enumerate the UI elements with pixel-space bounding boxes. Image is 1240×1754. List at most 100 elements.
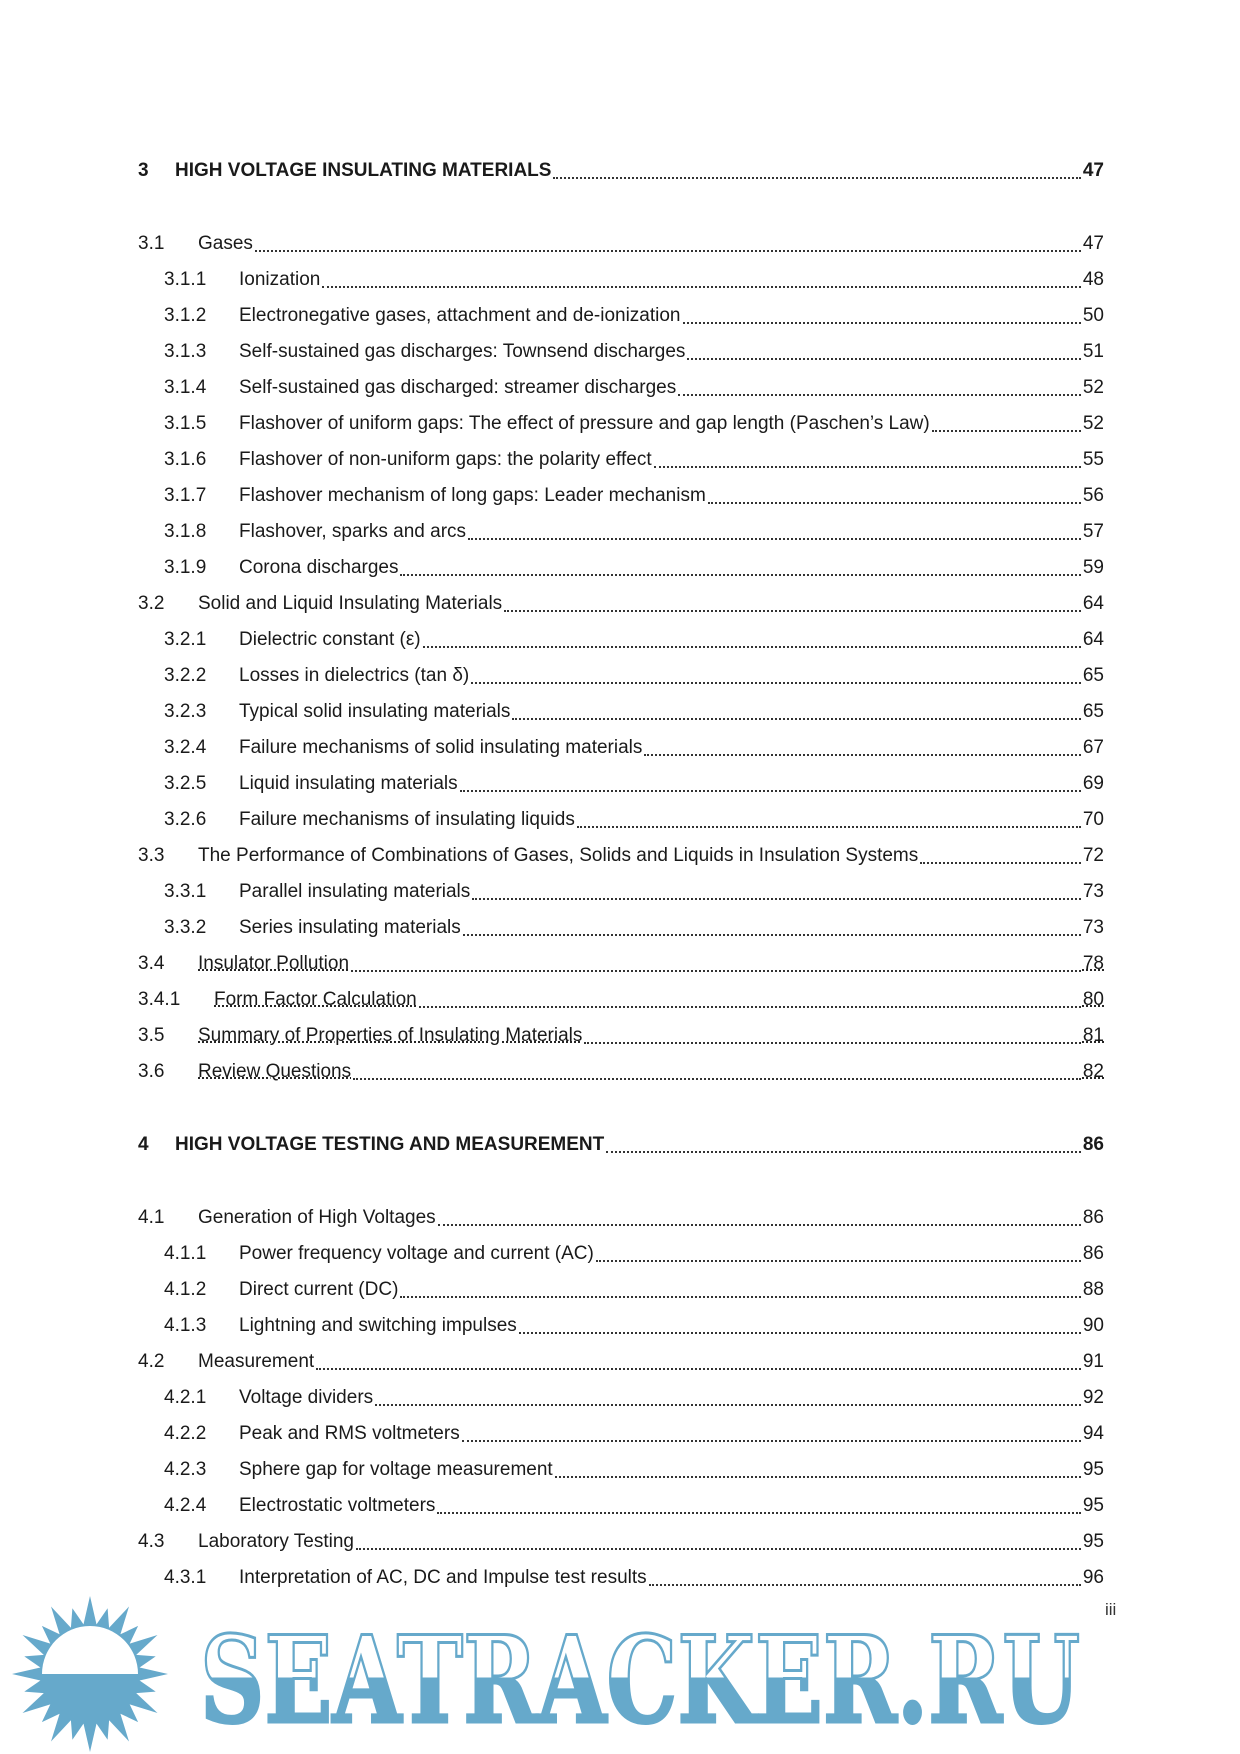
toc-entry[interactable]: 4.2 Measurement 91 xyxy=(138,1337,1104,1373)
toc-entry-number: 4.2.2 xyxy=(164,1423,207,1444)
toc-entry-number: 3.1.9 xyxy=(164,557,207,578)
toc-entry[interactable]: 4.3 Laboratory Testing 95 xyxy=(138,1517,1104,1553)
toc-entry[interactable]: 4.1.2 Direct current (DC) 88 xyxy=(138,1265,1104,1301)
toc-entry[interactable]: 3.1 Gases 47 xyxy=(138,219,1104,255)
toc-entry[interactable]: 4.1.3 Lightning and switching impulses 90 xyxy=(138,1301,1104,1337)
dot-leader xyxy=(459,790,1081,792)
toc-entry-page: 47 xyxy=(1082,160,1104,181)
toc-entry[interactable]: 4.3.1 Interpretation of AC, DC and Impuls… xyxy=(138,1553,1104,1589)
toc-entry[interactable]: 3.1.3 Self-sustained gas discharges: Town… xyxy=(138,327,1104,363)
toc-entry-page: 82 xyxy=(1082,1061,1104,1082)
toc-entry-page: 48 xyxy=(1082,269,1104,290)
toc-entry-title: Gases xyxy=(198,233,253,254)
toc-entry-page: 80 xyxy=(1082,989,1104,1010)
toc-entry-number: 4.2 xyxy=(138,1351,165,1372)
toc-entry[interactable]: 4.1.1 Power frequency voltage and current… xyxy=(138,1229,1104,1265)
dot-leader xyxy=(471,682,1081,684)
toc-entry[interactable]: 4.1 Generation of High Voltages 86 xyxy=(138,1193,1104,1229)
toc-entry-title: Failure mechanisms of solid insulating m… xyxy=(239,737,643,758)
toc-entry[interactable]: 3.1.6 Flashover of non-uniform gaps: the … xyxy=(138,435,1104,471)
toc-entry-page: 50 xyxy=(1082,305,1104,326)
toc-entry-page: 78 xyxy=(1082,953,1104,974)
toc-entry-number: 4.1 xyxy=(138,1207,165,1228)
toc-entry[interactable]: 4.2.1 Voltage dividers 92 xyxy=(138,1373,1104,1409)
toc-entry[interactable]: 3.4.1 Form Factor Calculation 80 xyxy=(138,975,1104,1011)
dot-leader xyxy=(554,1476,1081,1478)
toc-entry-page: 69 xyxy=(1082,773,1104,794)
dot-leader xyxy=(682,322,1081,324)
dot-leader xyxy=(606,1151,1081,1153)
toc-entry-number: 3.2.6 xyxy=(164,809,207,830)
toc-entry-number: 3.1.6 xyxy=(164,449,207,470)
toc-entry[interactable]: 3.2 Solid and Liquid Insulating Materials… xyxy=(138,579,1104,615)
toc-entry-page: 91 xyxy=(1082,1351,1104,1372)
toc-entry[interactable]: 3.6 Review Questions 82 xyxy=(138,1047,1104,1083)
toc-entry-number: 3.3.2 xyxy=(164,917,207,938)
toc-entry-title: HIGH VOLTAGE INSULATING MATERIALS xyxy=(175,160,552,181)
toc-entry-number: 3.2.4 xyxy=(164,737,207,758)
toc-entry-number: 3.2 xyxy=(138,593,165,614)
toc-entry-number: 3.1 xyxy=(138,233,165,254)
toc-entry-page: 55 xyxy=(1082,449,1104,470)
dot-leader xyxy=(400,574,1081,576)
toc-entry-page: 86 xyxy=(1082,1243,1104,1264)
toc-entry[interactable]: 3.1.7 Flashover mechanism of long gaps: L… xyxy=(138,471,1104,507)
toc-entry[interactable]: 3.3.2 Series insulating materials 73 xyxy=(138,903,1104,939)
toc-entry[interactable]: 3.2.5 Liquid insulating materials 69 xyxy=(138,759,1104,795)
toc-entry-title: Flashover of uniform gaps: The effect of… xyxy=(239,413,930,434)
toc-entry[interactable]: 4.2.3 Sphere gap for voltage measurement 9… xyxy=(138,1445,1104,1481)
dot-leader xyxy=(504,610,1081,612)
toc-entry-page: 70 xyxy=(1082,809,1104,830)
toc-entry-number: 4.2.1 xyxy=(164,1387,207,1408)
toc-entry[interactable]: 3.1.2 Electronegative gases, attachment a… xyxy=(138,291,1104,327)
toc-entry[interactable]: 3.1.9 Corona discharges 59 xyxy=(138,543,1104,579)
toc-entry[interactable]: 3.1.8 Flashover, sparks and arcs 57 xyxy=(138,507,1104,543)
toc-entry-title: Flashover of non-uniform gaps: the polar… xyxy=(239,449,652,470)
toc-entry[interactable]: 3 HIGH VOLTAGE INSULATING MATERIALS 47 xyxy=(138,146,1104,182)
dot-leader xyxy=(400,1296,1081,1298)
toc-entry-title: Typical solid insulating materials xyxy=(239,701,511,722)
toc-entry-title: Insulator Pollution xyxy=(198,953,350,974)
toc-entry-title: Ionization xyxy=(239,269,321,290)
toc-entry-title: Liquid insulating materials xyxy=(239,773,458,794)
toc-entry[interactable]: 3.4 Insulator Pollution 78 xyxy=(138,939,1104,975)
toc-entry-page: 95 xyxy=(1082,1495,1104,1516)
toc-entry-number: 3.1.8 xyxy=(164,521,207,542)
toc-entry[interactable]: 3.1.5 Flashover of uniform gaps: The effe… xyxy=(138,399,1104,435)
toc-entry[interactable]: 3.5 Summary of Properties of Insulating M… xyxy=(138,1011,1104,1047)
dot-leader xyxy=(518,1332,1081,1334)
toc-entry-title: Measurement xyxy=(198,1351,315,1372)
toc-entry-page: 51 xyxy=(1082,341,1104,362)
toc-entry[interactable]: 3.2.2 Losses in dielectrics (tan δ) 65 xyxy=(138,651,1104,687)
toc-entry[interactable]: 4 HIGH VOLTAGE TESTING AND MEASUREMENT 86 xyxy=(138,1120,1104,1156)
toc-entry[interactable]: 3.2.1 Dielectric constant (ε) 64 xyxy=(138,615,1104,651)
toc-entry-page: 95 xyxy=(1082,1531,1104,1552)
toc-entry[interactable]: 3.2.3 Typical solid insulating materials 6… xyxy=(138,687,1104,723)
toc-entry[interactable]: 3.3.1 Parallel insulating materials 73 xyxy=(138,867,1104,903)
dot-leader xyxy=(653,466,1081,468)
toc-entry-page: 86 xyxy=(1082,1207,1104,1228)
toc-entry-page: 65 xyxy=(1082,701,1104,722)
toc-entry[interactable]: 4.2.2 Peak and RMS voltmeters 94 xyxy=(138,1409,1104,1445)
toc-entry[interactable]: 3.1.1 Ionization 48 xyxy=(138,255,1104,291)
dot-leader xyxy=(576,826,1081,828)
dot-leader xyxy=(472,898,1081,900)
toc-entry-number: 3.3.1 xyxy=(164,881,207,902)
dot-leader xyxy=(584,1042,1081,1044)
toc-entry-title: Electronegative gases, attachment and de… xyxy=(239,305,681,326)
toc-entry-number: 3.1.2 xyxy=(164,305,207,326)
dot-leader xyxy=(422,646,1081,648)
toc-entry-title: Form Factor Calculation xyxy=(214,989,417,1010)
toc-entry[interactable]: 3.2.6 Failure mechanisms of insulating li… xyxy=(138,795,1104,831)
toc-entry[interactable]: 3.3 The Performance of Combinations of Ga… xyxy=(138,831,1104,867)
toc-entry-title: Flashover, sparks and arcs xyxy=(239,521,467,542)
toc-entry-number: 3.2.2 xyxy=(164,665,207,686)
toc-entry-number: 3.2.1 xyxy=(164,629,207,650)
toc-entry[interactable]: 3.2.4 Failure mechanisms of solid insulat… xyxy=(138,723,1104,759)
dot-leader xyxy=(595,1260,1081,1262)
toc-entry[interactable]: 3.1.4 Self-sustained gas discharged: stre… xyxy=(138,363,1104,399)
toc-entry[interactable]: 4.2.4 Electrostatic voltmeters 95 xyxy=(138,1481,1104,1517)
dot-leader xyxy=(461,1440,1081,1442)
dot-leader xyxy=(512,718,1081,720)
toc-entry-title: Voltage dividers xyxy=(239,1387,374,1408)
